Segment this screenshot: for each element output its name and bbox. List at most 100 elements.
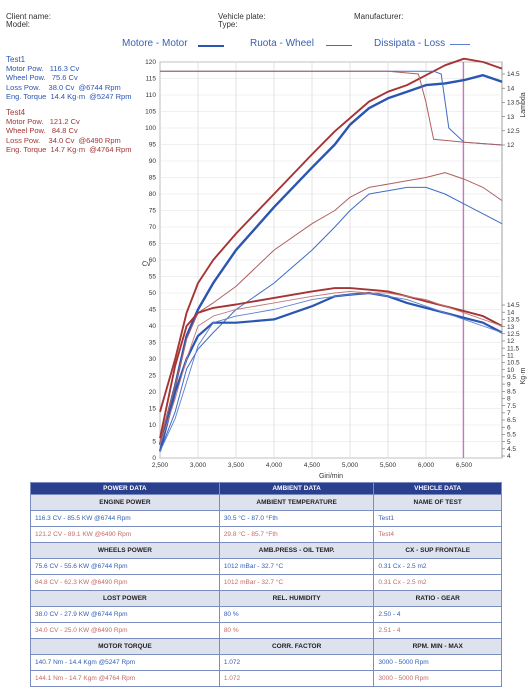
table-test4-row-cell: Test4 (373, 526, 502, 543)
table-section-label-row: ENGINE POWER AMBIENT TEMPERATURE NAME OF T… (30, 494, 502, 511)
x-tick-label: 4,000 (266, 462, 283, 469)
test4-stats: Motor Pow. 121.2 Cv Wheel Pow. 84.8 Cv L… (6, 117, 131, 154)
series-test4-lambda (160, 70, 503, 146)
y-tick-label: 25 (149, 373, 157, 380)
torque-tick-label: 12 (507, 338, 515, 345)
torque-tick-label: 11 (507, 353, 514, 360)
table-section-label-row-cell: AMB.PRESS - OIL TEMP. (218, 542, 375, 559)
y-tick-label: 70 (149, 224, 157, 231)
table-section-label-row-cell: REL. HUMIDITY (218, 590, 375, 607)
legend-motor-line (198, 45, 224, 47)
table-test1-row-cell: 30.5 °C - 87.0 °Fth (218, 510, 375, 527)
grid (159, 61, 502, 459)
table-section-label-row-cell: RPM. MIN - MAX (373, 638, 502, 655)
x-tick-label: 5,000 (342, 462, 359, 469)
x-tick-label: 5,500 (380, 462, 397, 469)
table-test1-row-cell: 140.7 Nm - 14.4 Kgm @5247 Rpm (30, 654, 220, 671)
x-tick-label: 3,000 (190, 462, 207, 469)
y-tick-label: 35 (149, 340, 157, 347)
table-test4-row-cell: 144.1 Nm - 14.7 Kgm @4764 Rpm (30, 670, 220, 687)
table-test1-row-cell: 80 % (218, 606, 375, 623)
table-test4-row-cell: 3000 - 5000 Rpm (373, 670, 502, 687)
torque-tick-label: 14.5 (507, 302, 520, 309)
test1-loss-power: Loss Pow. 38.0 Cv @6744 Rpm (6, 82, 121, 92)
table-test4-row-cell: 121.2 CV - 89.1 KW @6490 Rpm (30, 526, 220, 543)
y-tick-label: 20 (149, 389, 157, 396)
table-test1-row-cell: 2.50 - 4 (373, 606, 502, 623)
test4-motor-power: Motor Pow. 121.2 Cv (6, 117, 80, 126)
torque-tick-label: 5 (507, 439, 511, 446)
table-section-label-row-cell: NAME OF TEST (373, 494, 502, 511)
client-name-label: Client name: (6, 12, 51, 21)
table-header-row-cell: POWER DATA (30, 482, 220, 495)
y-tick-label: 120 (145, 59, 156, 66)
y-tick-label: 10 (149, 422, 157, 429)
table-test4-row: 144.1 Nm - 14.7 Kgm @4764 Rpm 1.072 3000 -… (30, 670, 502, 687)
y-tick-label: 60 (149, 257, 157, 264)
y-tick-label: 40 (149, 323, 157, 330)
y-tick-label: 105 (145, 109, 156, 116)
table-test4-row-cell: 84.8 CV - 62.3 KW @6490 Rpm (30, 574, 220, 591)
table-section-label-row: WHEELS POWER AMB.PRESS - OIL TEMP. CX - SU… (30, 542, 502, 559)
lambda-tick-label: 14 (507, 85, 515, 92)
series-test4-loss (159, 290, 503, 445)
series-test1-loss (159, 292, 503, 452)
torque-tick-label: 13 (507, 324, 515, 331)
table-section-label-row-cell: CORR. FACTOR (218, 638, 375, 655)
y-tick-label: 0 (152, 455, 156, 462)
table-test1-row: 116.3 CV - 85.5 KW @6744 Rpm 30.5 °C - 87… (30, 510, 502, 527)
table-section-label-row-cell: RATIO - GEAR (373, 590, 502, 607)
series-test4-motor (159, 57, 503, 413)
x-tick-label: 2,500 (152, 462, 169, 469)
type-label: Type: (218, 20, 238, 29)
table-section-label-row: MOTOR TORQUE CORR. FACTOR RPM. MIN - MAX (30, 638, 502, 655)
torque-tick-label: 6.5 (507, 417, 516, 424)
table-test1-row-cell: 1.072 (218, 654, 375, 671)
table-test4-row-cell: 34.0 CV - 25.0 KW @6490 Rpm (30, 622, 220, 639)
table-test4-row: 84.8 CV - 62.3 KW @6490 Rpm 1012 mBar - 3… (30, 574, 502, 591)
table-test4-row-cell: 2.51 - 4 (373, 622, 502, 639)
table-header-row-cell: VHEICLE DATA (373, 482, 502, 495)
test1-stats: Motor Pow. 116.3 Cv Wheel Pow. 75.6 Cv L… (6, 64, 131, 101)
test4-engine-torque: Eng. Torque 14.7 Kg·m @4764 Rpm (6, 144, 132, 154)
table-test4-row-cell: 29.8 °C - 85.7 °Fth (218, 526, 375, 543)
torque-tick-label: 13.5 (507, 317, 520, 324)
test4-summary: Test4 Motor Pow. 121.2 Cv Wheel Pow. 84.… (6, 108, 131, 154)
manufacturer-label: Manufacturer: (354, 12, 404, 21)
torque-tick-label: 8 (507, 396, 511, 403)
x-tick-label: 6,000 (418, 462, 435, 469)
test4-wheel-power: Wheel Pow. 84.8 Cv (6, 126, 78, 136)
series-test4-wheel (159, 172, 503, 442)
y-tick-label: 80 (149, 191, 157, 198)
table-test4-row-cell: 1.072 (218, 670, 375, 687)
lambda-tick-label: 14.5 (507, 71, 520, 78)
test1-summary: Test1 Motor Pow. 116.3 Cv Wheel Pow. 75.… (6, 55, 131, 101)
table-test1-row-cell: 116.3 CV - 85.5 KW @6744 Rpm (30, 510, 220, 527)
torque-tick-label: 11.5 (507, 345, 520, 352)
y-tick-label: 100 (145, 125, 156, 132)
table-test1-row: 75.6 CV - 55.6 KW @6744 Rpm 1012 mBar - 3… (30, 558, 502, 575)
ticks-layer: 2,500 3,000 3,500 4,000 4,500 5,000 5,500 6,000… (145, 59, 520, 469)
legend-loss-line (450, 44, 470, 45)
table-test4-row: 34.0 CV - 25.0 KW @6490 Rpm 80 % 2.51 - 4 (30, 622, 502, 639)
torque-tick-label: 6 (507, 424, 511, 431)
y-tick-label: 30 (149, 356, 157, 363)
table-section-label-row-cell: CX - SUP FRONTALE (373, 542, 502, 559)
x-axis-label: Giri/min (319, 473, 343, 480)
y-tick-label: 5 (152, 439, 156, 446)
lambda-axis-label: Lambda (520, 92, 527, 117)
y-tick-label: 85 (149, 175, 157, 182)
series-layer (158, 57, 503, 452)
torque-tick-label: 9.5 (507, 374, 516, 381)
torque-tick-label: 9 (507, 381, 511, 388)
x-tick-label: 6,500 (456, 462, 473, 469)
x-tick-label: 4,500 (304, 462, 321, 469)
test1-engine-torque: Eng. Torque 14.4 Kg·m @5247 Rpm (6, 91, 132, 101)
lambda-tick-label: 12.5 (507, 128, 520, 135)
y-tick-label: 45 (149, 307, 157, 314)
y-axis-label: Cv (142, 261, 151, 268)
table-test1-row-cell: 0.31 Cx - 2.5 m2 (373, 558, 502, 575)
torque-axis-label: Kg·m (520, 367, 527, 384)
torque-tick-label: 7 (507, 410, 511, 417)
table-test4-row-cell: 0.31 Cx - 2.5 m2 (373, 574, 502, 591)
